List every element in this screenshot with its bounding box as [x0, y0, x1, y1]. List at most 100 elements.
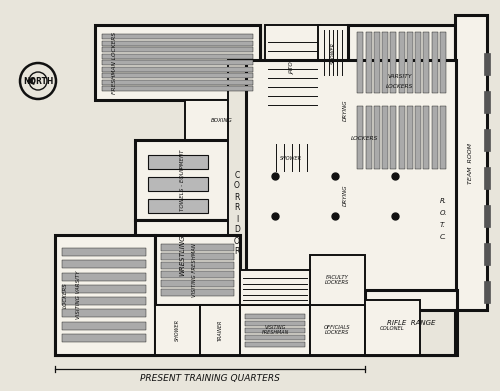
Text: VISITING VARSITY: VISITING VARSITY	[76, 271, 80, 319]
Bar	[374, 32, 380, 93]
Bar	[348, 100, 455, 175]
Text: JATO: JATO	[290, 62, 294, 74]
Bar	[407, 106, 413, 169]
Bar	[102, 86, 253, 91]
Bar	[135, 220, 230, 290]
Bar	[240, 305, 310, 355]
Bar	[161, 271, 234, 278]
Bar	[148, 199, 208, 213]
Bar	[245, 335, 305, 340]
Bar	[102, 79, 253, 84]
Bar	[423, 106, 429, 169]
Text: DRYING: DRYING	[342, 184, 347, 206]
Bar	[228, 60, 246, 290]
Text: NORTH: NORTH	[23, 77, 53, 86]
Bar	[440, 32, 446, 93]
Text: VISITING FRESHMAN: VISITING FRESHMAN	[192, 243, 198, 297]
Text: SHOWER: SHOWER	[330, 42, 336, 64]
Text: T.: T.	[440, 222, 446, 228]
Bar	[484, 167, 490, 189]
Text: VISITING
FRESHMAN: VISITING FRESHMAN	[262, 325, 288, 335]
Text: FACULTY
LOCKERS: FACULTY LOCKERS	[325, 274, 349, 285]
Text: LOCKERS: LOCKERS	[386, 84, 413, 88]
Bar	[484, 281, 490, 303]
Bar	[382, 32, 388, 93]
Text: TOWELS - EQUIPMENT: TOWELS - EQUIPMENT	[180, 149, 184, 211]
Bar	[310, 255, 365, 305]
Bar	[161, 244, 234, 251]
Bar	[432, 32, 438, 93]
Bar	[185, 100, 260, 140]
Bar	[484, 53, 490, 75]
Bar	[102, 34, 253, 39]
Text: D: D	[234, 226, 240, 235]
Text: LOCKERS: LOCKERS	[62, 282, 68, 308]
Bar	[62, 285, 146, 293]
Text: R: R	[234, 203, 240, 212]
Text: WRESTLING: WRESTLING	[179, 234, 185, 276]
Bar	[357, 106, 363, 169]
Text: COLONEL: COLONEL	[380, 325, 404, 330]
Text: C: C	[234, 170, 240, 179]
Text: SHOWER: SHOWER	[174, 319, 180, 341]
Bar	[366, 32, 372, 93]
Bar	[102, 54, 253, 59]
Bar	[62, 321, 146, 330]
Text: SHOWER: SHOWER	[280, 156, 302, 160]
Bar	[155, 235, 240, 305]
Bar	[95, 25, 260, 100]
Bar	[398, 32, 404, 93]
Bar	[102, 60, 253, 65]
Bar	[318, 80, 373, 140]
Bar	[265, 25, 320, 110]
Bar	[102, 66, 253, 72]
Bar	[484, 205, 490, 227]
Bar	[62, 248, 146, 256]
Bar	[62, 309, 146, 317]
Bar	[366, 106, 372, 169]
Text: R: R	[234, 248, 240, 256]
Bar	[245, 321, 305, 326]
Text: FRESHMAN LOCKERS: FRESHMAN LOCKERS	[112, 32, 117, 94]
Bar	[155, 305, 200, 355]
Text: O: O	[234, 237, 240, 246]
Bar	[390, 106, 396, 169]
Bar	[365, 290, 457, 355]
Bar	[374, 106, 380, 169]
Bar	[310, 305, 365, 355]
Bar	[432, 106, 438, 169]
Bar	[161, 262, 234, 269]
Bar	[398, 106, 404, 169]
Bar	[246, 60, 456, 310]
Bar	[62, 297, 146, 305]
Bar	[415, 32, 421, 93]
Text: BOXING: BOXING	[211, 118, 233, 122]
Bar	[455, 15, 487, 310]
Bar	[245, 328, 305, 333]
Bar	[62, 260, 146, 269]
Bar	[348, 25, 455, 100]
Text: R.: R.	[440, 198, 446, 204]
Bar	[318, 25, 348, 80]
Bar	[407, 32, 413, 93]
Bar	[161, 253, 234, 260]
Bar	[245, 314, 305, 319]
Bar	[440, 106, 446, 169]
Text: I: I	[236, 215, 238, 224]
Text: R: R	[234, 192, 240, 201]
Bar	[161, 280, 234, 287]
Text: RIFLE  RANGE: RIFLE RANGE	[387, 320, 435, 326]
Bar	[240, 270, 310, 305]
Bar	[55, 310, 455, 355]
Bar	[55, 235, 155, 355]
Bar	[484, 91, 490, 113]
Text: DRYING: DRYING	[342, 99, 347, 121]
Bar	[484, 243, 490, 265]
Bar	[423, 32, 429, 93]
Bar	[161, 289, 234, 296]
Bar	[484, 129, 490, 151]
Bar	[200, 305, 240, 355]
Bar	[265, 140, 318, 175]
Bar	[318, 175, 373, 215]
Text: O: O	[234, 181, 240, 190]
